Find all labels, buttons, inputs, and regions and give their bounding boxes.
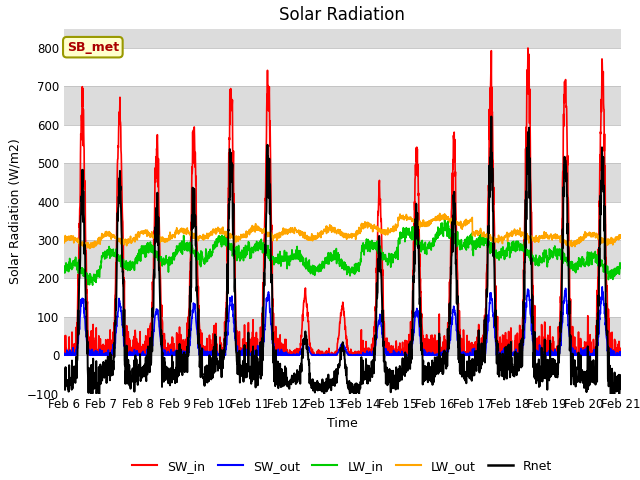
Line: SW_in: SW_in xyxy=(64,48,621,355)
Bar xyxy=(64,202,621,240)
Line: LW_out: LW_out xyxy=(64,214,621,249)
SW_in xyxy=(504,348,512,353)
Y-axis label: Solar Radiation (W/m2): Solar Radiation (W/m2) xyxy=(8,138,22,284)
Line: SW_out: SW_out xyxy=(64,287,621,355)
Rnet xyxy=(371,349,379,355)
Rnet xyxy=(617,372,625,378)
LW_in xyxy=(216,233,223,239)
LW_out xyxy=(60,236,68,242)
LW_in xyxy=(60,268,68,274)
SW_in xyxy=(60,346,68,352)
LW_out xyxy=(505,232,513,238)
SW_in xyxy=(568,328,576,334)
LW_in xyxy=(568,264,576,270)
Bar xyxy=(64,355,621,394)
LW_in xyxy=(505,245,513,251)
Bar xyxy=(64,278,621,317)
SW_out xyxy=(568,352,575,358)
SW_in xyxy=(216,352,223,358)
SW_in xyxy=(359,352,367,358)
LW_out xyxy=(359,221,367,227)
SW_out xyxy=(61,352,68,358)
Rnet xyxy=(584,361,591,367)
LW_in xyxy=(584,249,591,255)
SW_in xyxy=(371,319,379,324)
Bar xyxy=(64,125,621,163)
SW_out xyxy=(584,352,591,358)
Bar xyxy=(64,48,621,86)
Rnet xyxy=(355,396,363,402)
SW_in xyxy=(60,352,68,358)
SW_in xyxy=(617,346,625,351)
Rnet xyxy=(60,379,68,384)
LW_out xyxy=(371,223,379,229)
X-axis label: Time: Time xyxy=(327,417,358,430)
Rnet xyxy=(505,342,513,348)
Rnet xyxy=(568,353,576,359)
SW_in xyxy=(524,45,532,51)
LW_in xyxy=(89,282,97,288)
Rnet xyxy=(216,360,223,365)
Text: SB_met: SB_met xyxy=(67,41,119,54)
LW_in xyxy=(441,216,449,222)
Legend: SW_in, SW_out, LW_in, LW_out, Rnet: SW_in, SW_out, LW_in, LW_out, Rnet xyxy=(127,455,557,478)
SW_out xyxy=(359,351,367,357)
Rnet xyxy=(488,114,495,120)
SW_out xyxy=(60,352,68,358)
SW_out xyxy=(216,351,223,357)
LW_out xyxy=(584,232,591,238)
SW_out xyxy=(598,284,606,290)
SW_out xyxy=(504,352,512,358)
SW_in xyxy=(584,343,591,348)
Title: Solar Radiation: Solar Radiation xyxy=(280,6,405,24)
Line: LW_in: LW_in xyxy=(64,219,621,285)
LW_in xyxy=(371,245,379,251)
LW_in xyxy=(617,261,625,267)
LW_out xyxy=(86,246,93,252)
LW_out xyxy=(617,234,625,240)
LW_out xyxy=(568,244,576,250)
LW_in xyxy=(359,248,367,254)
LW_out xyxy=(216,228,223,234)
Line: Rnet: Rnet xyxy=(64,117,621,399)
SW_out xyxy=(371,343,379,349)
LW_out xyxy=(436,211,444,216)
Rnet xyxy=(359,381,367,387)
SW_out xyxy=(617,352,625,358)
